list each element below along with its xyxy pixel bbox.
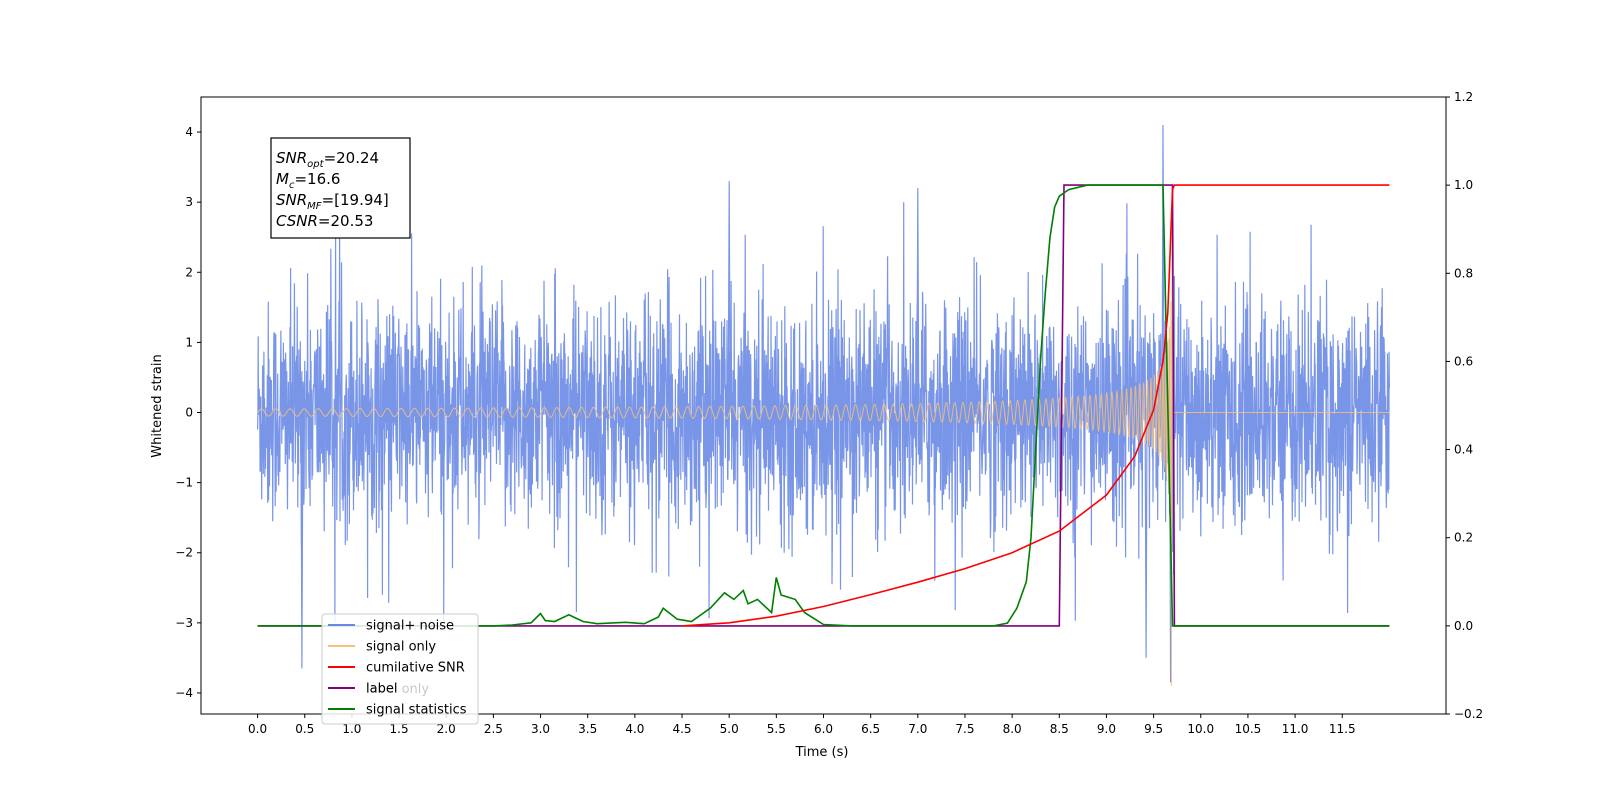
x-tick-label: 1.5 bbox=[390, 722, 409, 736]
y-tick-label: 4 bbox=[185, 125, 193, 139]
x-tick-label: 6.5 bbox=[861, 722, 880, 736]
y2-tick-label: 0.4 bbox=[1454, 443, 1473, 457]
x-tick-label: 2.5 bbox=[484, 722, 503, 736]
series-line-cumulative-snr bbox=[681, 184, 1390, 627]
annotation-frame bbox=[270, 137, 411, 239]
legend-label: signal+ noise bbox=[366, 619, 454, 634]
legend-frame bbox=[321, 613, 479, 725]
y2-tick-label: 0.0 bbox=[1454, 619, 1473, 633]
annotation-line: SNRMF=[19.94] bbox=[276, 191, 389, 212]
x-tick-label: 1.0 bbox=[342, 722, 361, 736]
x-tick-label: 0.0 bbox=[248, 722, 267, 736]
x-tick-label: 8.0 bbox=[1003, 722, 1022, 736]
series-line-signal-noise bbox=[257, 124, 1390, 683]
x-tick-label: 5.5 bbox=[767, 722, 786, 736]
x-axis: 0.0 0.5 1.0 1.5 2.0 2.5 3.0 3.5 4.0 4.5 5.0 5.5 6.0 6… bbox=[248, 714, 1356, 736]
series-line-signal-only bbox=[257, 216, 1390, 687]
annotation-box: SNRopt=20.24Mc=16.6SNRMF=[19.94]CSNR=20.… bbox=[270, 137, 411, 239]
x-tick-label: 3.5 bbox=[578, 722, 597, 736]
y-tick-label: 3 bbox=[185, 195, 193, 209]
x-tick-label: 7.0 bbox=[908, 722, 927, 736]
x-tick-label: 9.0 bbox=[1097, 722, 1116, 736]
y-tick-label: −2 bbox=[175, 546, 193, 560]
x-tick-label: 3.0 bbox=[531, 722, 550, 736]
annotation-line: CSNR=20.53 bbox=[276, 212, 373, 230]
x-tick-label: 4.0 bbox=[625, 722, 644, 736]
y2-tick-label: 0.6 bbox=[1454, 354, 1473, 368]
series-line-signal-statistics bbox=[257, 184, 1390, 627]
y2-tick-label: 0.8 bbox=[1454, 266, 1473, 280]
y-tick-label: 0 bbox=[185, 406, 193, 420]
y2-tick-label: 1.0 bbox=[1454, 178, 1473, 192]
x-tick-label: 8.5 bbox=[1050, 722, 1069, 736]
x-tick-label: 10.5 bbox=[1235, 722, 1262, 736]
x-tick-label: 10.0 bbox=[1187, 722, 1214, 736]
x-tick-label: 6.0 bbox=[814, 722, 833, 736]
y-axis-label: Whitened strain bbox=[150, 354, 165, 457]
series-layer bbox=[257, 124, 1390, 687]
y2-tick-label: −0.2 bbox=[1454, 707, 1483, 721]
x-tick-label: 2.0 bbox=[437, 722, 456, 736]
x-tick-label: 11.0 bbox=[1282, 722, 1309, 736]
y-tick-label: 2 bbox=[185, 265, 193, 279]
legend-label: signal statistics bbox=[366, 703, 467, 718]
annotation-line: Mc=16.6 bbox=[276, 170, 340, 191]
x-tick-label: 9.5 bbox=[1144, 722, 1163, 736]
y-tick-label: −1 bbox=[175, 476, 193, 490]
legend-label: signal only bbox=[366, 640, 436, 655]
y-tick-label: 1 bbox=[185, 335, 193, 349]
legend-label: label bbox=[366, 682, 397, 697]
x-tick-label: 7.5 bbox=[955, 722, 974, 736]
legend-label: cumilative SNR bbox=[366, 661, 465, 676]
x-tick-label: 0.5 bbox=[295, 722, 314, 736]
x-tick-label: 4.5 bbox=[672, 722, 691, 736]
x-tick-label: 5.0 bbox=[720, 722, 739, 736]
y-axis-left: −4 −3 −2 −1 0 1 2 3 4 bbox=[175, 125, 201, 700]
y2-tick-label: 0.2 bbox=[1454, 531, 1473, 545]
annotation-line: SNRopt=20.24 bbox=[276, 149, 379, 170]
x-axis-label: Time (s) bbox=[795, 745, 849, 760]
y2-tick-label: 1.2 bbox=[1454, 90, 1473, 104]
legend: signal+ noise signal only cumilative SNR la… bbox=[321, 613, 479, 725]
legend-label-hidden: label only bbox=[366, 682, 429, 697]
y-axis-right: −0.2 0.0 0.2 0.4 0.6 0.8 1.0 1.2 bbox=[1446, 90, 1483, 721]
x-tick-label: 11.5 bbox=[1329, 722, 1356, 736]
y-tick-label: −3 bbox=[175, 616, 193, 630]
y-tick-label: −4 bbox=[175, 686, 193, 700]
